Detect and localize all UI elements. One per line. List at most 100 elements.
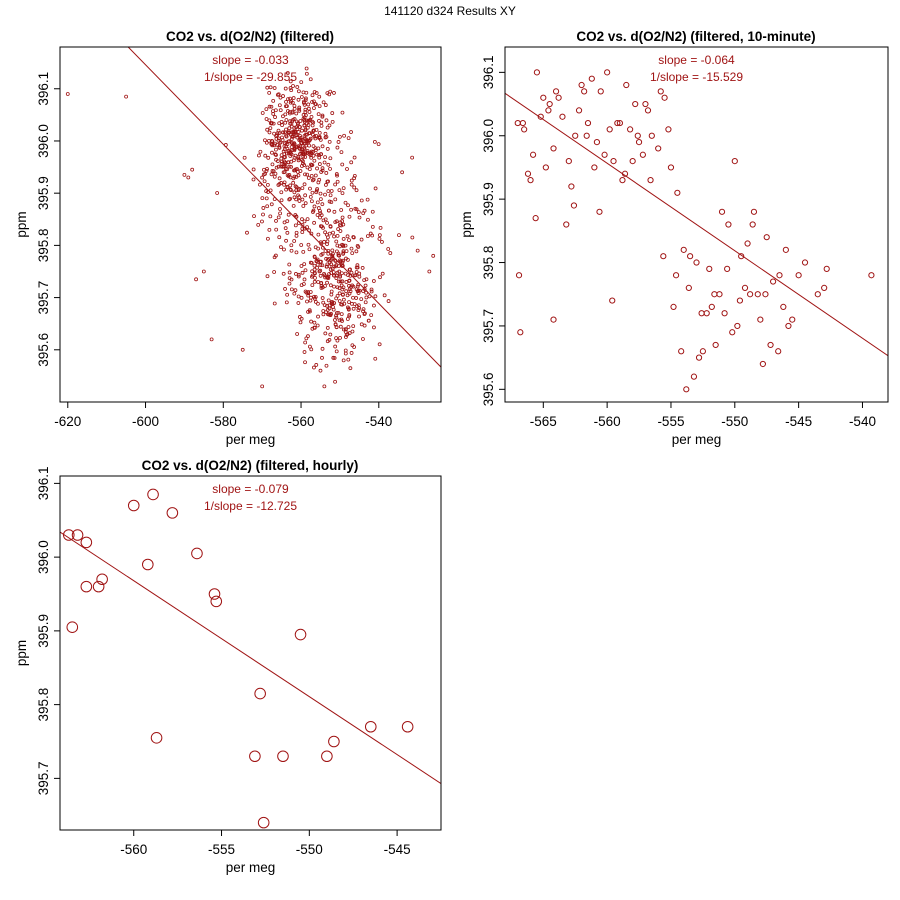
data-point (274, 165, 279, 170)
data-point (320, 263, 325, 268)
data-point (294, 125, 299, 130)
data-point (276, 215, 281, 220)
data-point (307, 247, 312, 252)
data-point (356, 308, 361, 312)
data-point (301, 249, 306, 254)
data-point (305, 299, 309, 304)
data-point (293, 153, 298, 158)
data-point (287, 281, 292, 286)
data-point (588, 75, 595, 82)
data-point (377, 236, 382, 241)
data-point (332, 284, 336, 289)
data-point (320, 296, 325, 300)
data-point (305, 125, 310, 130)
data-point (354, 296, 359, 300)
data-point (342, 133, 347, 138)
data-point (318, 263, 323, 267)
data-point (271, 98, 276, 103)
data-point (265, 85, 270, 90)
x-tick-label: -620 (54, 414, 81, 429)
data-point (303, 172, 307, 177)
data-point (356, 291, 361, 295)
data-point (314, 133, 319, 138)
data-point (300, 128, 304, 133)
data-point (341, 358, 346, 363)
data-point (711, 291, 718, 298)
data-point (337, 253, 342, 258)
data-point (340, 292, 345, 297)
data-point (309, 261, 314, 265)
x-tick-label: -555 (208, 842, 235, 857)
data-point (356, 210, 361, 215)
data-point (353, 273, 358, 278)
data-point (303, 340, 308, 345)
data-point (312, 204, 317, 209)
data-point (320, 144, 325, 149)
data-point (366, 217, 370, 222)
data-point (708, 303, 715, 311)
data-point (596, 208, 603, 215)
data-point (355, 284, 360, 289)
data-point (301, 90, 306, 95)
x-axis-label: per meg (672, 432, 722, 447)
data-point (282, 155, 286, 159)
y-axis-label: ppm (14, 640, 29, 666)
data-point (285, 173, 290, 178)
data-point (648, 132, 655, 139)
data-point (267, 104, 272, 109)
data-point (555, 94, 562, 101)
data-point (298, 152, 302, 156)
data-point (302, 219, 307, 224)
data-point (251, 177, 256, 182)
data-point (301, 113, 306, 117)
data-point (264, 117, 269, 121)
data-point (337, 188, 342, 193)
data-point (661, 94, 668, 101)
data-point (601, 151, 608, 158)
data-point (296, 97, 301, 102)
data-point (718, 208, 726, 215)
data-point (724, 265, 731, 272)
data-point (337, 299, 342, 303)
data-point (321, 309, 326, 313)
regression-line (505, 92, 888, 357)
data-point (316, 314, 320, 319)
data-point (616, 119, 624, 127)
data-point (308, 298, 313, 303)
data-point (302, 262, 307, 267)
data-point (310, 178, 315, 183)
data-point (318, 197, 323, 201)
data-point (289, 248, 294, 253)
data-point (359, 198, 364, 203)
data-point (647, 177, 654, 184)
data-point (274, 157, 278, 162)
data-point (190, 167, 195, 172)
data-point (782, 246, 789, 253)
data-point (326, 162, 331, 167)
data-point (288, 196, 292, 201)
data-point (298, 119, 303, 123)
data-point (309, 347, 314, 352)
chart-panel-3: CO2 vs. d(O2/N2) (filtered, hourly) -560 -… (14, 458, 442, 875)
data-point (340, 279, 345, 284)
data-point (325, 242, 329, 247)
data-point (274, 227, 279, 232)
data-point (293, 223, 298, 228)
data-point (328, 167, 332, 171)
data-point (297, 315, 302, 319)
data-point (609, 297, 616, 304)
data-point (380, 240, 384, 244)
data-point (346, 273, 350, 278)
data-point (725, 221, 732, 228)
data-point (345, 293, 350, 298)
data-point (317, 269, 322, 274)
data-point (288, 183, 293, 188)
data-point (301, 282, 306, 286)
data-point (274, 219, 278, 223)
data-point (317, 130, 322, 135)
data-point (300, 223, 305, 227)
data-point (657, 88, 664, 95)
plot-frame (504, 46, 889, 403)
data-point (316, 146, 321, 151)
data-layer (65, 47, 441, 389)
